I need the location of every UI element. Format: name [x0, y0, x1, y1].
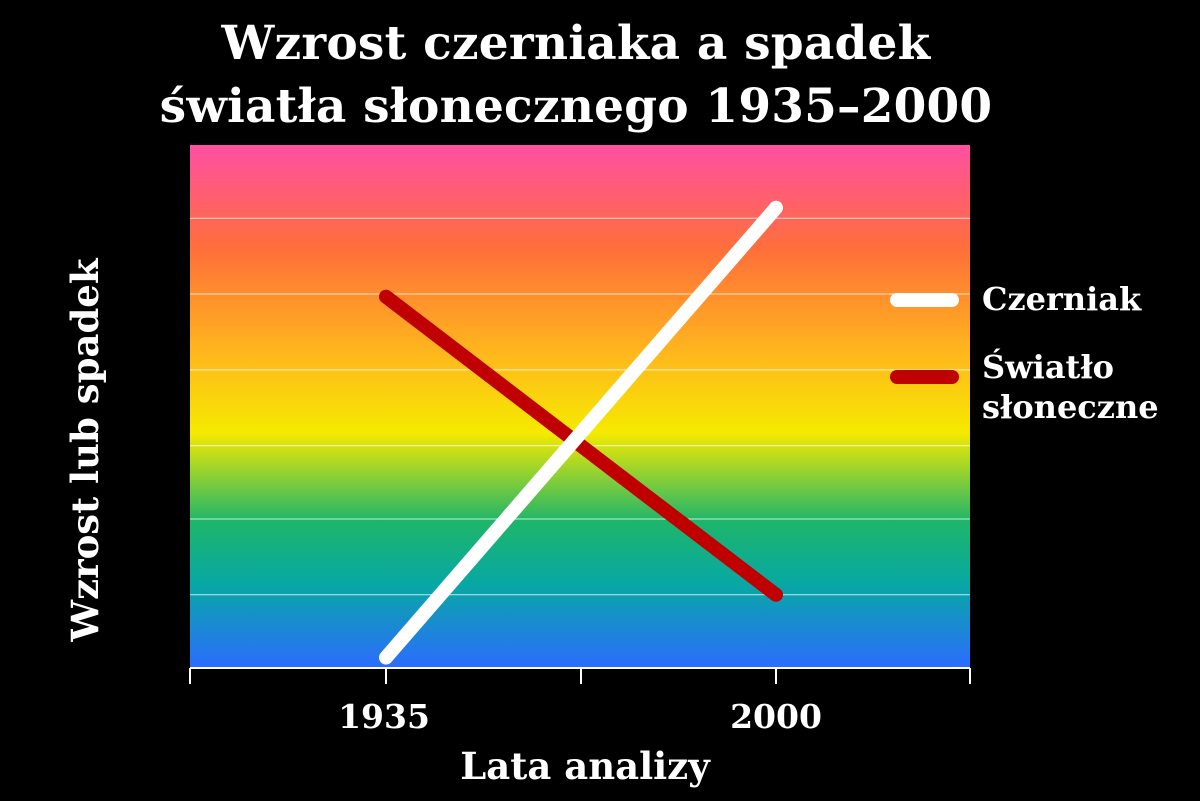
x-tick-label-1935: 1935: [338, 697, 430, 736]
legend-label-swiatlo-line-1: Światło: [982, 348, 1114, 386]
legend-label-swiatlo-line-2: słoneczne: [982, 388, 1159, 426]
chart-title-line-1: Wzrost czerniaka a spadek: [221, 16, 931, 71]
series-lines: [379, 200, 783, 665]
y-axis-title: Wzrost lub spadek: [63, 257, 107, 642]
x-ticks: [189, 668, 971, 684]
plot-area: [190, 145, 970, 668]
x-axis-title: Lata analizy: [460, 744, 711, 788]
x-tick-label-2000: 2000: [730, 697, 822, 736]
series-line-czerniak: [379, 200, 783, 665]
gridlines: [190, 217, 970, 596]
legend: Czerniak Światło słoneczne: [890, 280, 1159, 426]
series-line-swiatlo-sloneczne: [379, 289, 783, 602]
legend-label-czerniak: Czerniak: [982, 280, 1142, 318]
chart-title-line-2: światła słonecznego 1935–2000: [159, 79, 993, 134]
